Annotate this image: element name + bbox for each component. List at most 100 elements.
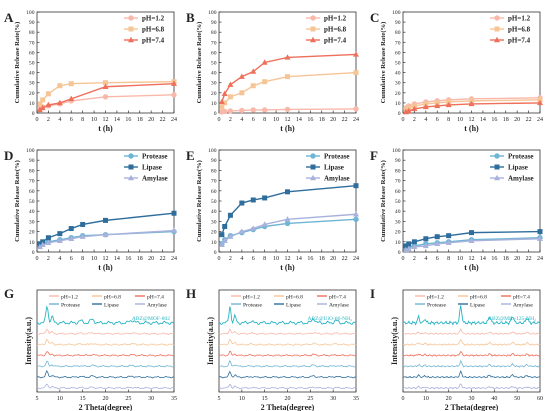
data-point [45, 235, 51, 241]
y-tick-label: 40 [29, 71, 35, 77]
x-tick-label: 20 [514, 256, 520, 262]
legend-entry: pH=1.2 [508, 15, 531, 23]
y-tick-label: 80 [395, 30, 401, 36]
legend-marker [494, 36, 500, 43]
xrd-trace [218, 328, 357, 335]
panel-label: D [4, 148, 13, 163]
legend-entry: Lipase [142, 164, 162, 172]
data-point [250, 225, 257, 231]
y-tick-label: 10 [211, 240, 217, 246]
data-point [68, 81, 74, 87]
data-point [239, 200, 245, 206]
legend-entry: Lipase [286, 302, 301, 308]
legend-entry: pH=7.4 [324, 37, 347, 45]
x-tick-label: 0 [218, 117, 221, 123]
y-tick-label: 50 [395, 199, 401, 205]
x-axis-label: 2 Theta(degree) [79, 403, 133, 411]
x-axis-label: t (h) [280, 124, 295, 133]
y-tick-label: 90 [29, 158, 35, 164]
x-tick-label: 10 [457, 117, 463, 123]
data-point [171, 227, 177, 233]
xrd-trace [36, 360, 175, 368]
panel-E: E0 2 4 6 8 10 12 14 16 18 20 22 24t (h)Cumulative Re… [186, 148, 359, 272]
legend-entry: Amylase [324, 175, 350, 183]
series-pH=7.4 [218, 51, 359, 105]
legend-marker [310, 36, 316, 43]
x-tick-label: 22 [160, 117, 166, 123]
y-tick-label: 80 [395, 168, 401, 174]
data-point [250, 83, 256, 89]
data-point [171, 92, 177, 98]
y-tick-label: 50 [29, 199, 35, 205]
legend-entry: pH=7.4 [147, 294, 164, 300]
x-tick-label: 20 [446, 396, 452, 402]
y-tick-label: 60 [395, 189, 401, 195]
legend-entry: Amylase [329, 302, 349, 308]
legend-marker [310, 26, 316, 32]
y-tick-label: 100 [26, 148, 35, 154]
y-tick-label: 80 [211, 168, 217, 174]
data-point [284, 216, 291, 222]
data-point [434, 240, 441, 247]
legend-entry: pH=1.2 [142, 15, 165, 23]
series-pH=7.4 [36, 80, 177, 113]
y-tick-label: 40 [395, 71, 401, 77]
x-tick-label: 8 [81, 256, 84, 262]
data-point [39, 241, 46, 248]
legend-marker [310, 164, 316, 170]
y-axis-label: Cumulative Release Rate(%) [380, 160, 387, 242]
panel-label: F [370, 148, 378, 163]
data-point [537, 235, 543, 241]
data-point [36, 106, 43, 113]
y-tick-label: 80 [211, 30, 217, 36]
panel-label: A [4, 10, 14, 25]
x-tick-label: 14 [296, 117, 302, 123]
x-tick-label: 0 [402, 117, 405, 123]
x-tick-label: 16 [125, 256, 131, 262]
y-tick-label: 30 [395, 219, 401, 225]
x-tick-label: 14 [480, 256, 486, 262]
x-tick-label: 2 [229, 117, 232, 123]
y-tick-label: 100 [392, 10, 401, 16]
data-point [411, 239, 417, 245]
legend-entry: Amylase [513, 302, 533, 308]
xrd-trace [402, 351, 541, 357]
x-tick-label: 14 [480, 117, 486, 123]
x-axis-label: t (h) [280, 263, 295, 272]
xrd-trace [402, 327, 541, 335]
legend-marker [494, 26, 500, 32]
x-tick-label: 0 [36, 256, 39, 262]
data-point [405, 245, 412, 252]
legend-marker [310, 15, 316, 21]
legend-marker [310, 153, 316, 159]
data-point [422, 103, 429, 110]
data-point [102, 83, 109, 89]
y-tick-label: 60 [395, 50, 401, 56]
y-tick-label: 0 [214, 250, 217, 256]
y-axis-label: Intensity(a.u.) [390, 317, 399, 365]
x-tick-label: 50 [514, 396, 520, 402]
x-tick-label: 8 [81, 117, 84, 123]
y-tick-label: 20 [395, 230, 401, 236]
legend-entry: Protease [243, 302, 262, 308]
x-tick-label: 0 [402, 256, 405, 262]
y-tick-label: 0 [214, 111, 217, 117]
data-point [68, 95, 75, 102]
panel-H: H 5 10 15 20 25 30 35 2 Theta(degree) Intensity(a… [186, 286, 359, 411]
legend-entry: pH=7.4 [142, 37, 165, 45]
x-tick-label: 4 [424, 256, 427, 262]
panel-A: A0 2 4 6 8 10 12 14 16 18 20 22 24t (h)Cumulative Re… [4, 10, 177, 133]
y-tick-label: 70 [29, 179, 35, 185]
x-tick-label: 16 [307, 117, 313, 123]
data-point [222, 100, 228, 106]
x-tick-label: 8 [263, 256, 266, 262]
x-axis-label: t (h) [464, 263, 479, 272]
legend-entry: pH=6.8 [142, 26, 165, 34]
y-axis-label: Cumulative Release Rate(%) [196, 22, 203, 104]
xrd-trace [218, 359, 357, 368]
data-point [411, 105, 418, 112]
y-tick-label: 90 [211, 20, 217, 26]
xrd-trace [36, 328, 175, 335]
x-tick-label: 22 [526, 256, 532, 262]
legend-entry: pH=1.2 [61, 294, 78, 300]
